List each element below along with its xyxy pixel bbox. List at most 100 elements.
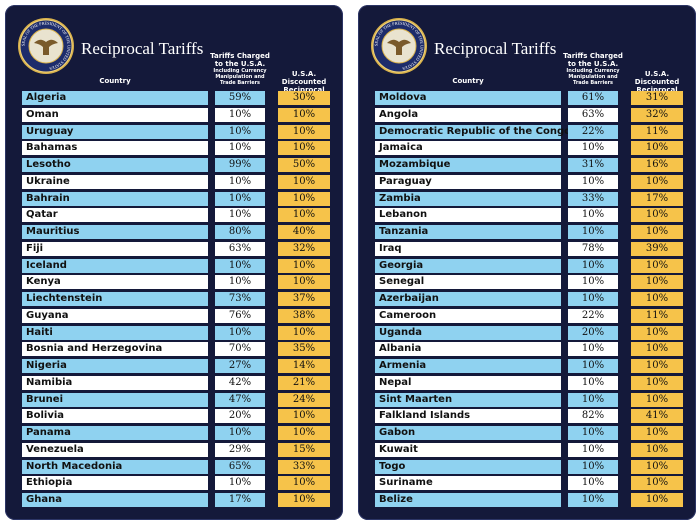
discount-cell: 16% <box>631 158 683 172</box>
country-cell: Suriname <box>375 476 561 491</box>
tariff-cell: 10% <box>568 225 618 239</box>
tariff-cell: 73% <box>215 292 265 306</box>
discount-cell: 35% <box>278 342 330 357</box>
tariff-cell: 10% <box>215 141 265 156</box>
country-cell: Armenia <box>375 359 561 373</box>
seal: SEAL OF THE PRESIDENT OF THE UNITED STAT… <box>18 18 74 74</box>
discount-cell: 10% <box>631 342 683 357</box>
tariff-cell: 10% <box>215 325 265 340</box>
country-cell: Senegal <box>375 275 561 290</box>
discount-cell: 15% <box>278 442 330 457</box>
discount-cell: 10% <box>631 292 683 306</box>
discount-cell: 10% <box>631 141 683 156</box>
country-cell: Nigeria <box>22 359 208 373</box>
tariff-cell: 29% <box>215 442 265 457</box>
country-cell: Ethiopia <box>22 476 208 491</box>
tariff-cell: 17% <box>215 493 265 507</box>
country-cell: Fiji <box>22 241 208 256</box>
tariff-cell: 10% <box>568 392 618 407</box>
tariff-cell: 10% <box>215 208 265 223</box>
discount-cell: 21% <box>278 375 330 390</box>
country-cell: Venezuela <box>22 442 208 457</box>
country-cell: Ukraine <box>22 174 208 189</box>
discount-cell: 10% <box>278 258 330 273</box>
country-cell: Iceland <box>22 258 208 273</box>
header-country: Country <box>99 77 131 85</box>
country-cell: Nepal <box>375 375 561 390</box>
country-cell: Democratic Republic of the Congo <box>375 124 571 139</box>
tariff-cell: 10% <box>568 342 618 357</box>
tariff-cell: 10% <box>568 476 618 491</box>
tariff-cell: 20% <box>215 409 265 424</box>
country-cell: Moldova <box>375 91 561 105</box>
country-cell: Liechtenstein <box>22 292 208 306</box>
country-cell: Belize <box>375 493 561 507</box>
header-tariffs-note: Including Currency Manipulation and Trad… <box>566 68 620 86</box>
discount-cell: 37% <box>278 292 330 306</box>
discount-cell: 32% <box>631 107 683 122</box>
header-tariffs-note: Including Currency Manipulation and Trad… <box>213 68 267 86</box>
country-cell: Algeria <box>22 91 208 105</box>
discount-cell: 10% <box>631 426 683 440</box>
discount-cell: 11% <box>631 124 683 139</box>
country-cell: Jamaica <box>375 141 561 156</box>
tariff-cell: 10% <box>215 174 265 189</box>
tariff-cell: 27% <box>215 359 265 373</box>
tariff-cell: 10% <box>215 426 265 440</box>
country-cell: Mozambique <box>375 158 561 172</box>
discount-cell: 10% <box>631 325 683 340</box>
tariff-cell: 33% <box>568 191 618 206</box>
country-cell: Togo <box>375 459 561 474</box>
discount-cell: 31% <box>631 91 683 105</box>
discount-cell: 10% <box>631 493 683 507</box>
discount-cell: 10% <box>631 442 683 457</box>
discount-cell: 10% <box>278 476 330 491</box>
discount-cell: 41% <box>631 409 683 424</box>
country-cell: Albania <box>375 342 561 357</box>
tariff-cell: 10% <box>215 275 265 290</box>
discount-cell: 30% <box>278 91 330 105</box>
country-cell: Azerbaijan <box>375 292 561 306</box>
tariff-cell: 22% <box>568 308 618 323</box>
tariff-cell: 10% <box>568 426 618 440</box>
tariff-cell: 10% <box>568 141 618 156</box>
panel-title: Reciprocal Tariffs <box>81 39 204 58</box>
tariff-cell: 63% <box>215 241 265 256</box>
discount-cell: 39% <box>631 241 683 256</box>
country-cell: Namibia <box>22 375 208 390</box>
discount-cell: 10% <box>278 124 330 139</box>
discount-cell: 38% <box>278 308 330 323</box>
discount-cell: 10% <box>278 426 330 440</box>
tariff-cell: 20% <box>568 325 618 340</box>
discount-cell: 40% <box>278 225 330 239</box>
discount-cell: 10% <box>278 191 330 206</box>
panel: SEAL OF THE PRESIDENT OF THE UNITED STAT… <box>5 5 343 520</box>
country-cell: Angola <box>375 107 561 122</box>
discount-cell: 10% <box>631 476 683 491</box>
discount-cell: 10% <box>631 459 683 474</box>
discount-cell: 32% <box>278 241 330 256</box>
country-cell: Tanzania <box>375 225 561 239</box>
country-cell: Georgia <box>375 258 561 273</box>
country-cell: Iraq <box>375 241 561 256</box>
tariff-cell: 63% <box>568 107 618 122</box>
tariff-cell: 31% <box>568 158 618 172</box>
seal: SEAL OF THE PRESIDENT OF THE UNITED STAT… <box>371 18 427 74</box>
country-cell: Qatar <box>22 208 208 223</box>
tariff-cell: 61% <box>568 91 618 105</box>
header-tariffs-text: Tariffs Charged to the U.S.A. <box>210 52 270 68</box>
country-cell: North Macedonia <box>22 459 208 474</box>
discount-cell: 10% <box>278 275 330 290</box>
country-cell: Kenya <box>22 275 208 290</box>
country-cell: Bosnia and Herzegovina <box>22 342 208 357</box>
tariff-cell: 70% <box>215 342 265 357</box>
country-cell: Kuwait <box>375 442 561 457</box>
country-cell: Ghana <box>22 493 208 507</box>
tariff-cell: 10% <box>568 459 618 474</box>
discount-cell: 10% <box>278 409 330 424</box>
discount-cell: 10% <box>278 493 330 507</box>
tariff-cell: 80% <box>215 225 265 239</box>
country-cell: Uganda <box>375 325 561 340</box>
tariff-cell: 10% <box>568 442 618 457</box>
tariff-cell: 10% <box>215 258 265 273</box>
